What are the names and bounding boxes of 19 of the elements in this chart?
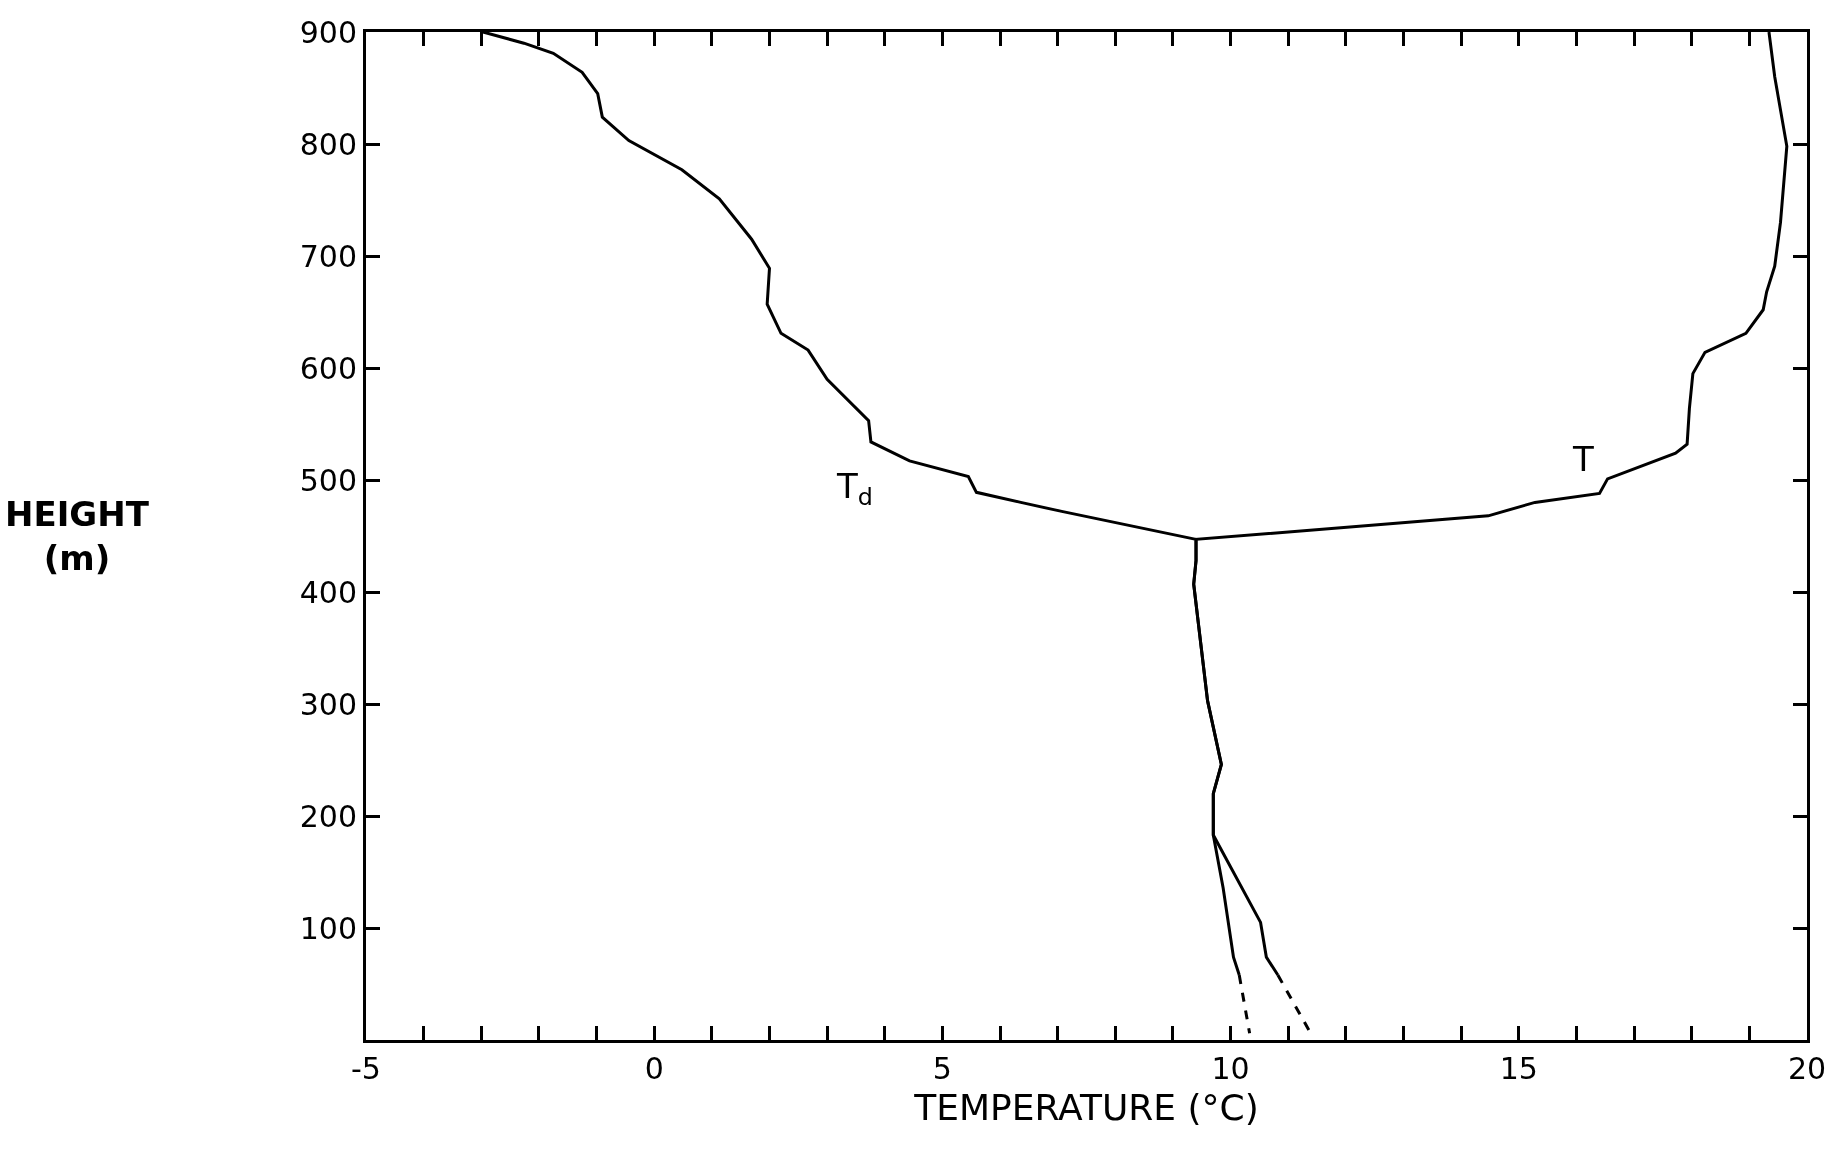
y-axis-title: HEIGHT (m) [5, 494, 150, 579]
series-label: T [1572, 439, 1594, 479]
x-tick-label: -5 [351, 1051, 381, 1086]
y-tick-label: 300 [299, 686, 357, 722]
y-tick-label: 900 [299, 14, 357, 50]
y-tick-label: 600 [299, 350, 357, 386]
y-tick-label: 400 [299, 574, 357, 610]
x-tick-label: 5 [932, 1051, 952, 1086]
x-tick-label: 10 [1211, 1051, 1250, 1086]
series-label: T$_{d}$ [836, 466, 873, 512]
x-tick-label: 0 [644, 1051, 664, 1086]
y-tick-label: 700 [299, 238, 357, 274]
y-tick-label: 100 [299, 910, 357, 946]
y-tick-label: 500 [299, 462, 357, 498]
x-tick-label: 20 [1787, 1051, 1827, 1086]
x-tick-label: 15 [1499, 1051, 1538, 1086]
x-axis-title: TEMPERATURE (°C) [913, 1086, 1259, 1128]
y-tick-label: 200 [299, 798, 357, 834]
y-tick-label: 800 [299, 126, 357, 162]
